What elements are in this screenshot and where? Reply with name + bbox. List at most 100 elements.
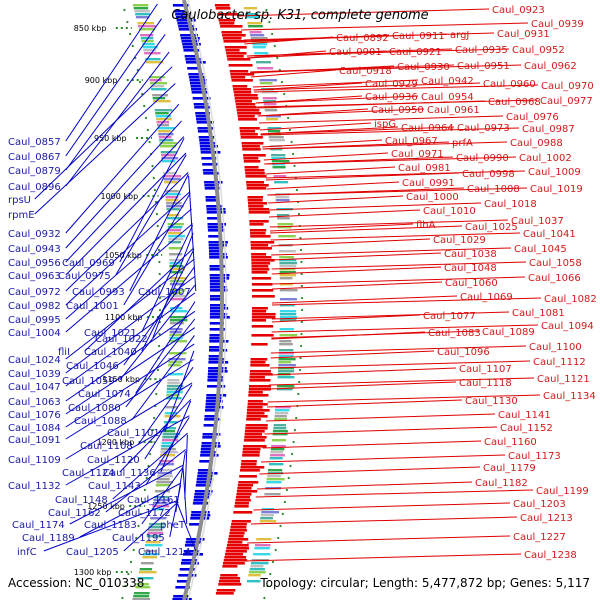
left-leader-line bbox=[65, 152, 187, 276]
gene-band bbox=[269, 139, 285, 142]
gene-band bbox=[278, 364, 296, 367]
gene-band bbox=[169, 271, 183, 274]
ruler-dot bbox=[158, 272, 161, 276]
forward-strand-feature bbox=[249, 376, 265, 379]
ruler-dot bbox=[288, 128, 291, 132]
gene-band bbox=[170, 298, 187, 301]
right-leader-line bbox=[269, 209, 421, 218]
gene-band bbox=[250, 34, 265, 37]
right-gene-label: Caul_1141 bbox=[498, 410, 551, 421]
gene-band bbox=[278, 235, 296, 238]
reverse-strand-feature bbox=[205, 196, 220, 199]
reverse-strand-feature bbox=[209, 334, 223, 337]
right-leader-line bbox=[267, 394, 541, 403]
right-leader-line bbox=[262, 139, 383, 148]
reverse-strand-feature bbox=[208, 367, 227, 370]
ruler-dot bbox=[148, 140, 151, 144]
reverse-strand-feature bbox=[208, 241, 228, 244]
forward-strand-feature bbox=[231, 523, 247, 526]
left-gene-label: Caul_0857 bbox=[8, 137, 61, 148]
ruler-dot bbox=[263, 596, 266, 600]
gene-band bbox=[167, 379, 180, 382]
left-gene-label: Caul_1001 bbox=[66, 301, 119, 312]
right-gene-label: Caul_1077 bbox=[423, 311, 476, 322]
reverse-strand-feature bbox=[208, 370, 228, 373]
forward-strand-feature bbox=[215, 7, 231, 10]
forward-strand-feature bbox=[224, 556, 247, 559]
gene-band bbox=[168, 364, 181, 367]
gene-band bbox=[168, 238, 184, 241]
reverse-strand-feature bbox=[181, 40, 200, 43]
forward-strand-feature bbox=[251, 271, 268, 274]
reverse-strand-feature bbox=[196, 118, 209, 121]
reverse-strand-feature bbox=[185, 541, 202, 544]
ruler-label: 1000 kbp bbox=[101, 192, 139, 201]
gene-band bbox=[271, 439, 286, 442]
reverse-strand-feature bbox=[205, 406, 224, 409]
right-gene-label: Caul_1182 bbox=[475, 478, 528, 489]
right-gene-label: ispG bbox=[374, 119, 396, 130]
genome-backbone-highlight bbox=[187, 0, 227, 600]
gene-band bbox=[276, 214, 290, 217]
feature-tracks bbox=[132, 4, 298, 600]
left-leader-line bbox=[160, 400, 192, 473]
ruler-dot bbox=[292, 152, 295, 156]
right-gene-label: Caul_1048 bbox=[444, 263, 497, 274]
ruler-dot bbox=[276, 56, 279, 60]
left-leader-line bbox=[65, 415, 190, 486]
right-leader-line bbox=[255, 95, 419, 104]
reverse-strand-feature bbox=[185, 58, 201, 61]
right-leader-line bbox=[271, 247, 512, 256]
ruler-dot bbox=[298, 368, 302, 372]
right-gene-label: Caul_0976 bbox=[506, 112, 559, 123]
gene-band bbox=[269, 457, 283, 460]
gene-band bbox=[259, 520, 277, 523]
gene-band bbox=[166, 397, 182, 400]
left-gene-label: Caul_0943 bbox=[8, 244, 61, 255]
forward-strand-feature bbox=[234, 505, 249, 508]
ruler-dot bbox=[299, 356, 302, 360]
forward-strand-feature bbox=[245, 172, 265, 175]
reverse-strand-feature bbox=[209, 253, 227, 256]
reverse-strand-feature bbox=[191, 511, 210, 514]
right-leader-line bbox=[270, 345, 527, 354]
gene-band bbox=[166, 391, 183, 394]
left-gene-label: Caul_1136 bbox=[103, 468, 156, 479]
gene-band bbox=[135, 16, 150, 19]
right-gene-label: Caul_1037 bbox=[511, 216, 564, 227]
right-gene-label: Caul_0962 bbox=[524, 61, 577, 72]
left-leader-line bbox=[119, 284, 196, 381]
reverse-strand-feature bbox=[184, 544, 199, 547]
forward-strand-feature bbox=[224, 46, 247, 49]
forward-strand-feature bbox=[243, 154, 266, 157]
reverse-strand-feature bbox=[207, 229, 225, 232]
reverse-strand-feature bbox=[191, 91, 208, 94]
left-gene-label: Caul_1040 bbox=[84, 347, 137, 358]
left-leader-line bbox=[65, 208, 192, 320]
ruler-dot bbox=[123, 8, 126, 12]
gene-band bbox=[279, 313, 297, 316]
ruler-label: 1300 kbp bbox=[74, 568, 112, 577]
ruler-dot bbox=[295, 416, 298, 420]
right-leader-line bbox=[270, 238, 431, 247]
ruler-dot bbox=[158, 332, 161, 336]
gene-band bbox=[275, 406, 291, 409]
reverse-strand-feature bbox=[200, 448, 214, 451]
gene-band bbox=[279, 256, 294, 259]
right-leader-line bbox=[269, 219, 509, 228]
gene-band bbox=[270, 451, 284, 454]
gene-band bbox=[161, 439, 178, 442]
gene-band bbox=[279, 319, 297, 322]
right-gene-label: Caul_1000 bbox=[406, 192, 459, 203]
reverse-strand-feature bbox=[201, 445, 221, 448]
gene-band bbox=[149, 523, 166, 526]
forward-strand-feature bbox=[226, 55, 244, 58]
left-gene-label: Caul_0963 bbox=[8, 271, 61, 282]
reverse-strand-feature bbox=[183, 49, 200, 52]
forward-strand-feature bbox=[223, 40, 247, 43]
gene-band bbox=[163, 175, 182, 178]
right-gene-label: Caul_1058 bbox=[529, 258, 582, 269]
reverse-strand-feature bbox=[172, 598, 192, 600]
gene-band bbox=[266, 481, 282, 484]
